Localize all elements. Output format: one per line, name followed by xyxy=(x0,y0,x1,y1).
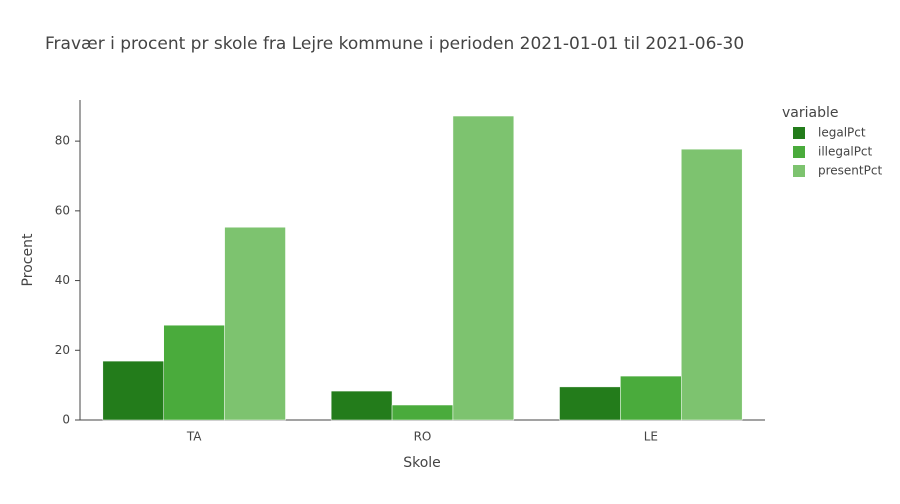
y-tick-label: 20 xyxy=(55,343,70,357)
bar xyxy=(330,390,393,421)
legend-swatch xyxy=(793,146,805,158)
legend-label: illegalPct xyxy=(818,145,873,159)
bar xyxy=(620,375,682,421)
legend-swatch xyxy=(793,165,805,177)
bar xyxy=(102,360,164,421)
y-axis-label: Procent xyxy=(20,233,36,286)
bar xyxy=(452,115,515,421)
bar xyxy=(391,404,454,421)
x-tick-label: RO xyxy=(414,430,432,444)
legend-label: legalPct xyxy=(818,126,866,140)
legend-swatch xyxy=(793,127,805,139)
legend-title: variable xyxy=(782,105,838,121)
y-tick-label: 40 xyxy=(55,273,70,287)
bar xyxy=(681,148,743,421)
y-tick-label: 0 xyxy=(62,413,70,427)
bar xyxy=(224,226,286,421)
bar xyxy=(163,324,225,421)
chart-title: Fravær i procent pr skole fra Lejre komm… xyxy=(45,34,744,54)
bar xyxy=(559,386,621,421)
y-tick-label: 60 xyxy=(55,203,70,217)
x-tick-label: TA xyxy=(186,430,202,444)
legend-label: presentPct xyxy=(818,164,882,178)
x-axis-label: Skole xyxy=(403,455,441,471)
x-tick-label: LE xyxy=(644,430,658,444)
y-tick-label: 80 xyxy=(55,134,70,148)
